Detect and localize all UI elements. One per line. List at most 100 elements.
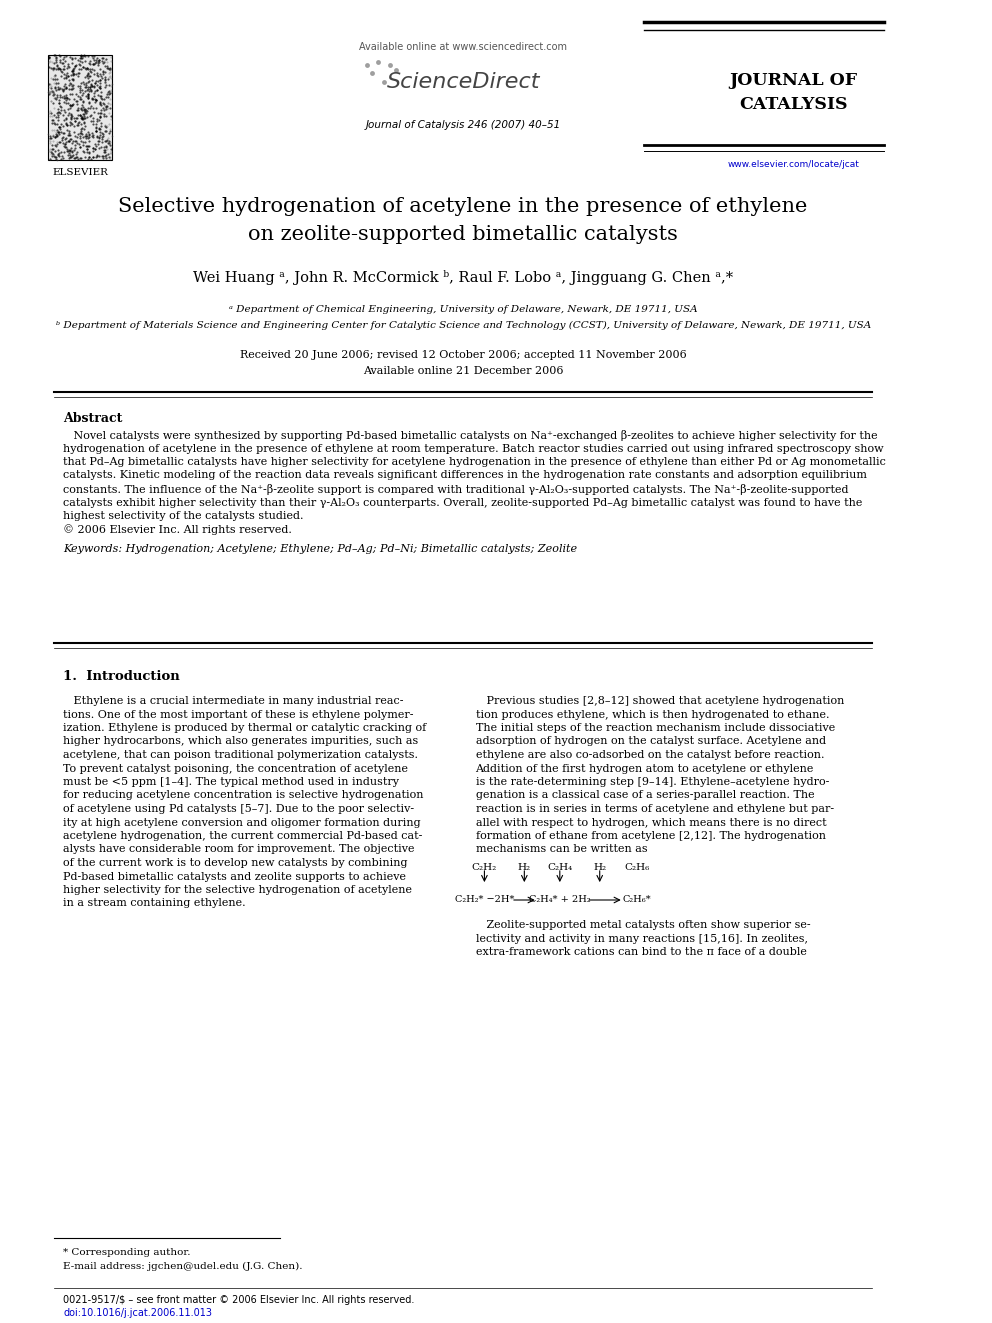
Point xyxy=(61,56,76,77)
Point xyxy=(49,71,64,93)
Point xyxy=(98,131,114,152)
Point xyxy=(57,87,72,108)
Point xyxy=(80,62,96,83)
Point xyxy=(60,138,75,159)
Text: tions. One of the most important of these is ethylene polymer-: tions. One of the most important of thes… xyxy=(63,709,414,720)
Point xyxy=(100,143,116,164)
Point xyxy=(94,67,110,89)
Point xyxy=(47,140,62,161)
Point xyxy=(45,69,61,90)
Point xyxy=(74,106,90,127)
Point xyxy=(87,90,103,111)
Point xyxy=(51,122,66,143)
Point xyxy=(52,146,67,167)
Point xyxy=(57,136,72,157)
Point xyxy=(91,118,107,139)
Point xyxy=(100,132,116,153)
Point xyxy=(89,79,105,101)
Point xyxy=(83,73,99,94)
Point xyxy=(92,73,108,94)
Text: ᵃ Department of Chemical Engineering, University of Delaware, Newark, DE 19711, : ᵃ Department of Chemical Engineering, Un… xyxy=(229,306,697,314)
Point xyxy=(80,77,96,98)
Point xyxy=(42,73,58,94)
Point xyxy=(46,119,62,140)
Text: * Corresponding author.: * Corresponding author. xyxy=(63,1248,190,1257)
Point xyxy=(62,57,77,78)
Point xyxy=(98,116,114,138)
Point xyxy=(61,140,76,161)
Bar xyxy=(48,56,112,160)
Point xyxy=(86,71,102,93)
Point xyxy=(76,147,92,168)
Point xyxy=(92,94,108,115)
Point xyxy=(52,78,67,99)
Point xyxy=(91,127,107,148)
Point xyxy=(44,143,60,164)
Point xyxy=(84,89,100,110)
Point xyxy=(65,78,81,99)
Point xyxy=(79,79,95,101)
Point xyxy=(83,79,99,101)
Point xyxy=(44,81,60,102)
Point xyxy=(64,106,80,127)
Point xyxy=(96,98,112,119)
Point xyxy=(49,149,64,171)
Point xyxy=(48,78,63,99)
Point xyxy=(101,120,117,142)
Point xyxy=(55,146,70,167)
Point xyxy=(46,81,62,102)
Point xyxy=(70,99,86,120)
Point xyxy=(46,53,62,74)
Point xyxy=(43,90,59,111)
Point xyxy=(91,75,107,97)
Point xyxy=(44,143,60,164)
Point xyxy=(70,49,86,70)
Point xyxy=(91,146,107,167)
Point xyxy=(50,131,65,152)
Text: Wei Huang ᵃ, John R. McCormick ᵇ, Raul F. Lobo ᵃ, Jingguang G. Chen ᵃ,*: Wei Huang ᵃ, John R. McCormick ᵇ, Raul F… xyxy=(193,270,733,284)
Point xyxy=(78,71,94,93)
Point xyxy=(89,66,105,87)
Point xyxy=(94,128,110,149)
Point xyxy=(79,46,95,67)
Point xyxy=(88,90,104,111)
Point xyxy=(62,128,78,149)
Point xyxy=(81,50,97,71)
Point xyxy=(100,86,116,107)
Point xyxy=(97,95,113,116)
Point xyxy=(97,71,113,93)
Text: ScienceDirect: ScienceDirect xyxy=(387,71,540,93)
Point xyxy=(41,83,57,105)
Point xyxy=(64,64,80,85)
Point xyxy=(86,82,102,103)
Point xyxy=(71,105,87,126)
Point xyxy=(84,140,100,161)
Text: ization. Ethylene is produced by thermal or catalytic cracking of: ization. Ethylene is produced by thermal… xyxy=(63,722,427,733)
Point xyxy=(85,127,101,148)
Text: genation is a classical case of a series-parallel reaction. The: genation is a classical case of a series… xyxy=(475,791,814,800)
Point xyxy=(94,50,110,71)
Point xyxy=(45,58,61,79)
Point xyxy=(83,95,99,116)
Point xyxy=(75,103,91,124)
Point xyxy=(97,95,113,116)
Point xyxy=(87,120,103,142)
Text: E-mail address: jgchen@udel.edu (J.G. Chen).: E-mail address: jgchen@udel.edu (J.G. Ch… xyxy=(63,1262,303,1271)
Point xyxy=(66,64,82,85)
Point xyxy=(73,99,89,120)
Point xyxy=(49,69,64,90)
Point xyxy=(90,103,106,124)
Point xyxy=(91,58,107,79)
Point xyxy=(83,110,99,131)
Point xyxy=(86,52,102,73)
Point xyxy=(65,131,81,152)
Point xyxy=(49,126,64,147)
Point xyxy=(61,131,76,152)
Point xyxy=(45,60,61,81)
Point xyxy=(68,64,84,85)
Point xyxy=(61,131,76,152)
Point xyxy=(76,66,92,87)
Point xyxy=(62,83,77,105)
Point xyxy=(88,49,104,70)
Point xyxy=(72,73,88,94)
